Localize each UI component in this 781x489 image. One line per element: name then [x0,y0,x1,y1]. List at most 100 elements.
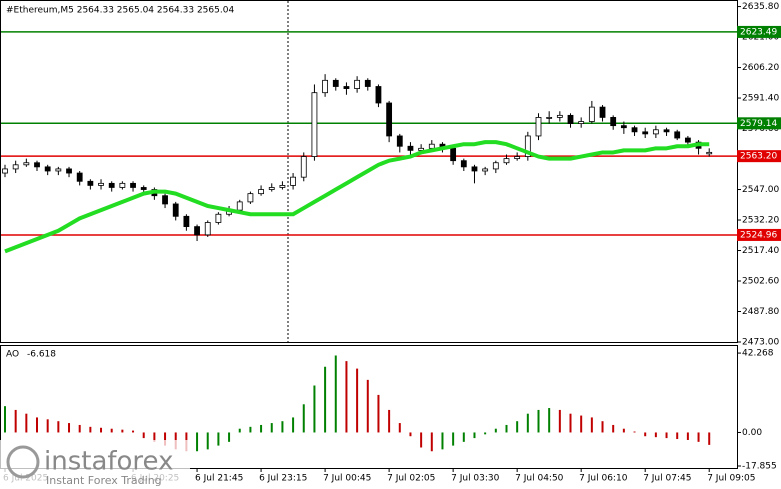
y-tick-label: 2635.80 [742,2,779,12]
level-label-bg [737,25,781,38]
level-label: 2623.49 [740,27,777,37]
candle-body [268,187,275,190]
candle-body [450,147,457,162]
candle-body [706,151,713,155]
candle-body [567,114,574,124]
candle-body [247,193,254,203]
candle-body [183,215,190,228]
candle-body [311,92,318,157]
candle-body [300,156,307,178]
candle-body [66,168,72,174]
x-tick-label: 6 Jul 23:15 [259,474,307,484]
ao-tick-label: -17.855 [742,462,777,472]
candle-body [524,135,531,157]
candle-body [599,106,606,118]
candle-body [546,117,553,119]
candle-body [610,117,617,127]
candle-body [482,168,489,172]
x-tick-label: 7 Jul 03:30 [451,474,500,484]
candle-body [204,222,211,236]
y-tick-label: 2502.60 [742,277,779,287]
x-tick-label: 7 Jul 07:45 [643,474,691,484]
x-tick-label: 7 Jul 06:10 [579,474,628,484]
candle-body [503,158,510,164]
candle-body [55,168,62,172]
y-tick-label: 2517.40 [742,246,779,256]
candle-body [354,79,361,89]
candle-body [588,106,595,122]
candle-body [386,102,393,137]
candle-body [674,131,681,139]
brand-tagline: Instant Forex Trading [46,474,162,487]
candle-body [514,156,521,160]
candle-body [2,168,8,174]
candle-body [396,135,403,147]
candle-body [343,86,350,89]
candle-body [108,182,115,188]
logo: instaforex Instant Forex Trading [0,440,190,489]
candle-body [332,79,339,87]
level-label-bg [737,228,781,241]
candle-body [98,182,104,186]
level-label: 2524.96 [740,230,777,240]
moving-average [4,140,710,254]
candle-body [44,166,51,172]
candle-body [34,162,40,168]
candle-body [364,79,371,87]
y-tick-label: 2487.80 [742,307,779,317]
candle-body [119,182,126,188]
candle-body [556,114,563,118]
candle-body [172,203,179,217]
indicator-label: AO [6,350,19,360]
candle-body [194,226,200,236]
candle-body [375,86,382,104]
candle-body [418,147,425,151]
x-tick-label: 7 Jul 09:05 [707,474,755,484]
candle-body [23,162,30,166]
level-label-bg [737,150,781,163]
candle-body [290,176,296,186]
candle-body [642,131,649,135]
x-tick-label: 7 Jul 00:45 [323,474,371,484]
candle-body [535,117,542,137]
level-label-bg [737,117,781,130]
candle-body [684,137,691,143]
candle-body [322,79,329,94]
candle-body [631,127,638,133]
x-tick-label: 7 Jul 04:50 [515,474,564,484]
y-tick-label: 2473.00 [742,338,779,348]
ao-tick-label: 0.00 [742,428,762,438]
candle-body [652,129,659,135]
candle-body [130,182,136,188]
candle-body [471,166,478,172]
y-tick-label: 2591.40 [742,94,779,104]
level-label: 2579.14 [740,119,777,129]
candle-body [460,160,467,168]
candle-body [140,187,147,190]
candle-body [279,185,286,188]
candle-body [87,180,94,186]
x-tick-label: 7 Jul 02:05 [387,474,435,484]
candle-body [162,195,168,205]
x-tick-label: 6 Jul 21:45 [195,474,243,484]
ao-tick-label: 42.268 [742,349,774,359]
candle-body [663,129,670,133]
y-tick-label: 2606.20 [742,63,779,73]
candle-body [578,121,585,124]
brand-name: instaforex [44,447,173,477]
candle-body [407,145,414,151]
chart-title: #Ethereum,M5 2564.33 2565.04 2564.33 256… [6,6,234,16]
candle-body [236,201,243,211]
logo-icon [6,445,40,479]
candle-body [428,143,435,149]
candle-body [492,162,499,170]
candle-body [258,189,264,195]
candle-body [12,164,19,170]
y-tick-label: 2532.20 [742,216,779,226]
candle-body [215,213,222,223]
candle-body [620,125,627,129]
indicator-value: -6.618 [27,350,56,360]
level-label: 2563.20 [740,152,777,162]
y-tick-label: 2547.00 [742,185,779,195]
